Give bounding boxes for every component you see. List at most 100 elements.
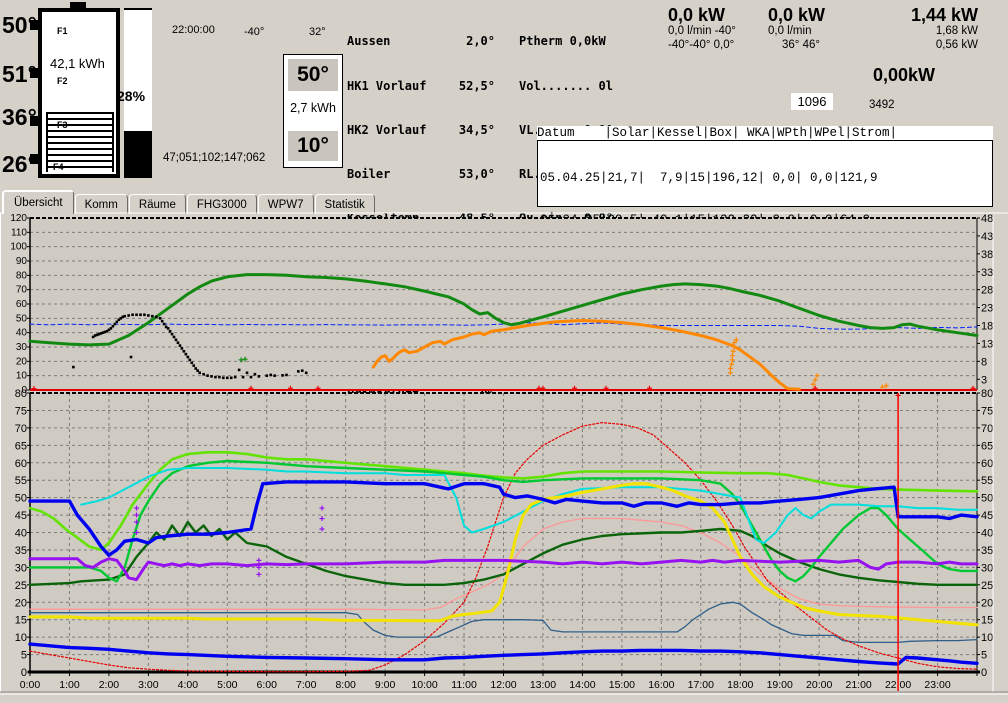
setpoint-high: 50°: [288, 59, 338, 91]
tank-charge-level-fill: [124, 130, 152, 178]
status-row: Pel. 0,00kW: [519, 299, 606, 314]
tab-fhg3000[interactable]: FHG3000: [186, 194, 257, 214]
svg-text:30: 30: [16, 342, 28, 353]
sensor-row: Zustand: 5: [347, 519, 495, 534]
table-row[interactable]: 05.04.25|21,7| 7,9|15|196,12| 0,0| 0,0|1…: [540, 171, 878, 185]
svg-text:40: 40: [15, 528, 27, 540]
svg-text:5: 5: [981, 650, 987, 662]
power-2-flow: 0,0 l/min: [768, 25, 812, 37]
tab-raeume[interactable]: Räume: [128, 194, 186, 214]
svg-text:25: 25: [981, 580, 993, 592]
svg-text:50: 50: [15, 493, 27, 505]
sensor-row: HK1 Vorlauf 52,5°: [347, 78, 495, 93]
tab-bar: Übersicht Komm Räume FHG3000 WPW7 Statis…: [2, 190, 376, 214]
svg-text:0: 0: [21, 385, 27, 396]
svg-text:35: 35: [981, 545, 993, 557]
svg-text:16:00: 16:00: [648, 679, 674, 691]
svg-text:18:00: 18:00: [727, 679, 753, 691]
setpoint-low: 10°: [288, 131, 338, 161]
svg-text:60: 60: [16, 299, 28, 310]
counter-2: 3492: [869, 99, 895, 111]
svg-text:80: 80: [981, 388, 993, 400]
svg-text:14:00: 14:00: [569, 679, 595, 691]
svg-text:38: 38: [981, 249, 993, 261]
svg-text:6:00: 6:00: [257, 679, 278, 691]
tab-komm[interactable]: Komm: [74, 194, 128, 214]
tank-cap: [70, 2, 86, 10]
daily-table-header: Datum |Solar|Kessel|Box| WKA|WPth|WPel|S…: [537, 126, 993, 140]
svg-text:10: 10: [981, 632, 993, 644]
svg-text:10: 10: [15, 632, 27, 644]
clock: 22:00:00: [172, 24, 215, 36]
svg-text:13:00: 13:00: [530, 679, 556, 691]
svg-text:8: 8: [981, 356, 987, 368]
status-row: Vol....... 0l: [519, 78, 613, 93]
sensor-f1-label: F1: [56, 26, 69, 36]
svg-text:55: 55: [15, 475, 27, 487]
svg-text:11:00: 11:00: [451, 679, 477, 691]
tank-energy-label: 42,1 kWh: [50, 56, 105, 71]
svg-text:9:00: 9:00: [375, 679, 396, 691]
power-1-temps: -40°-40° 0,0°: [668, 39, 735, 51]
tab-wpw7[interactable]: WPW7: [257, 194, 314, 214]
boiler-sensor-list: Aussen 2,0° HK1 Vorlauf 52,5° HK2 Vorlauf 3…: [347, 5, 495, 549]
power-display-2: 0,0 kW 0,0 l/min 36° 46°: [768, 6, 825, 52]
svg-text:30: 30: [981, 562, 993, 574]
svg-text:0:00: 0:00: [20, 679, 41, 691]
sensor-row: Aussen 2,0°: [347, 34, 495, 49]
power-1-flow: 0,0 l/min -40°: [668, 25, 736, 37]
svg-text:40: 40: [16, 328, 28, 339]
svg-text:60: 60: [981, 458, 993, 470]
svg-text:2:00: 2:00: [99, 679, 120, 691]
svg-text:120: 120: [10, 213, 27, 224]
power-display-1: 0,0 kW 0,0 l/min -40° -40°-40° 0,0°: [668, 6, 736, 52]
svg-text:10: 10: [16, 371, 28, 382]
svg-text:5:00: 5:00: [217, 679, 238, 691]
tank-port-3: [30, 116, 42, 126]
sensor-row: Abgastemp 42°: [347, 254, 495, 269]
daily-table[interactable]: 05.04.25|21,7| 7,9|15|196,12| 0,0| 0,0|1…: [537, 140, 993, 227]
svg-text:30: 30: [15, 562, 27, 574]
svg-text:60: 60: [15, 458, 27, 470]
svg-text:20: 20: [981, 597, 993, 609]
table-row[interactable]: 06.04.25|29,5| 40,1|15|132,22| 0,0| 0,0|…: [540, 213, 871, 227]
svg-text:15:00: 15:00: [609, 679, 635, 691]
svg-text:5: 5: [21, 650, 27, 662]
sensor-row: Sekundärluft 0%: [347, 431, 495, 446]
outdoor-min-temp: -40°: [244, 26, 265, 38]
svg-text:50: 50: [16, 313, 28, 324]
svg-text:10:00: 10:00: [411, 679, 437, 691]
svg-text:21:00: 21:00: [845, 679, 871, 691]
svg-text:90: 90: [16, 256, 28, 267]
svg-text:4:00: 4:00: [178, 679, 199, 691]
tab-uebersicht[interactable]: Übersicht: [2, 190, 74, 214]
svg-text:80: 80: [16, 270, 28, 281]
status-row: Ptherm 0,0kW: [519, 34, 606, 49]
sensor-f2-label: F2: [56, 76, 69, 86]
svg-text:70: 70: [981, 423, 993, 435]
svg-text:70: 70: [16, 285, 28, 296]
tank-port-1: [30, 20, 42, 30]
svg-text:8:00: 8:00: [335, 679, 356, 691]
svg-text:65: 65: [15, 440, 27, 452]
svg-text:45: 45: [981, 510, 993, 522]
power-display-3: 1,44 kW 1,68 kW 0,56 kW: [905, 6, 978, 52]
heat-exchanger-coil-icon: [46, 112, 114, 172]
sensor-row: Primärluft 0%: [347, 387, 495, 402]
tab-statistik[interactable]: Statistik: [314, 194, 375, 214]
svg-text:7:00: 7:00: [296, 679, 317, 691]
tank-charge-level-bar: [124, 8, 152, 178]
svg-text:20:00: 20:00: [806, 679, 832, 691]
svg-text:13: 13: [981, 338, 993, 350]
svg-text:75: 75: [981, 405, 993, 417]
svg-text:33: 33: [981, 267, 993, 279]
tank-temp-f2: 51°: [2, 61, 37, 87]
tank-port-2: [30, 68, 42, 78]
sensor-row: Boiler 53,0°: [347, 166, 495, 181]
svg-text:20: 20: [15, 597, 27, 609]
sensor-row: Saugzug 0%: [347, 299, 495, 314]
power-3-value: 1,44 kW: [910, 5, 978, 25]
setpoint-box: 50° 2,7 kWh 10°: [283, 54, 343, 168]
tank-charge-percent: 28%: [117, 88, 146, 104]
